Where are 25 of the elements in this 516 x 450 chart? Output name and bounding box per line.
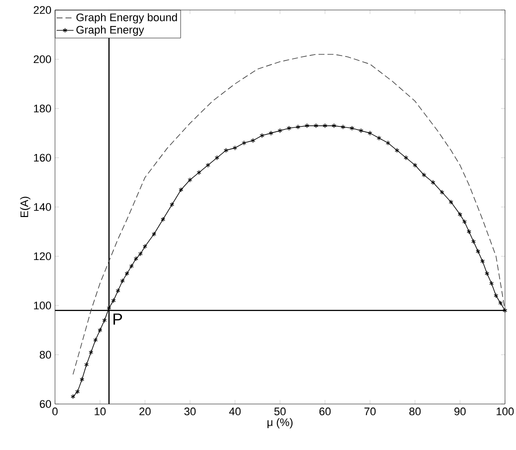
x-tick-label: 30 — [184, 408, 196, 416]
x-tick-label: 80 — [409, 408, 421, 416]
legend-label: Graph Energy — [76, 26, 144, 36]
x-axis-title: μ (%) — [268, 418, 293, 428]
y-tick-label: 180 — [34, 104, 52, 112]
y-tick-label: 120 — [34, 252, 52, 260]
y-tick-label: 160 — [34, 154, 52, 162]
x-tick-label: 100 — [496, 408, 514, 416]
x-tick-label: 50 — [274, 408, 286, 416]
x-tick-label: 40 — [229, 408, 241, 416]
y-tick-label: 60 — [40, 400, 52, 408]
annotation: P — [114, 314, 122, 325]
x-tick-label: 70 — [364, 408, 376, 416]
x-tick-label: 0 — [52, 408, 58, 416]
x-tick-label: 90 — [454, 408, 466, 416]
y-tick-label: 220 — [34, 6, 52, 14]
y-tick-label: 80 — [40, 350, 52, 359]
y-axis-title: E(A) — [20, 196, 30, 218]
x-tick-label: 10 — [94, 408, 106, 416]
x-tick-label: 20 — [139, 408, 151, 416]
legend-label: Graph Energy bound — [76, 13, 177, 24]
x-tick-label: 60 — [319, 408, 331, 416]
y-tick-label: 200 — [34, 55, 52, 64]
y-tick-label: 140 — [34, 203, 52, 211]
y-tick-label: 100 — [34, 302, 52, 310]
